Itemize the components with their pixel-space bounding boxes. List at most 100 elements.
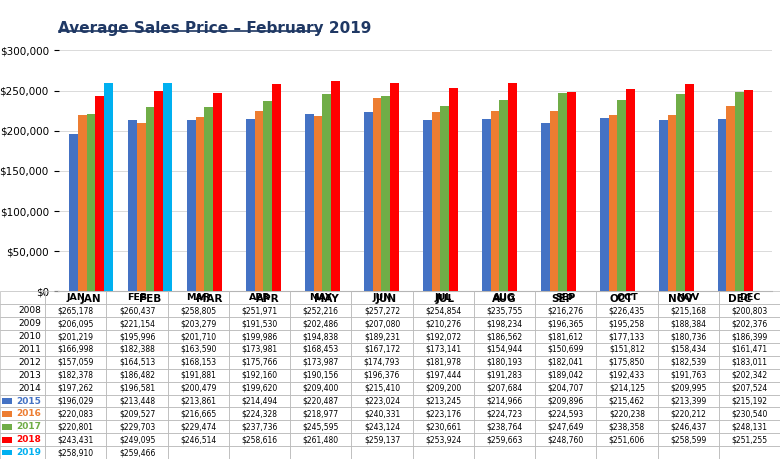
- Text: APR: APR: [249, 293, 271, 302]
- Bar: [106, 356, 168, 369]
- Text: FEB: FEB: [127, 293, 147, 302]
- Bar: [474, 395, 535, 408]
- Text: $206,095: $206,095: [58, 319, 94, 328]
- Bar: [474, 317, 535, 330]
- Bar: [558, 93, 567, 291]
- Bar: [535, 420, 597, 433]
- Bar: [535, 395, 597, 408]
- Text: $192,160: $192,160: [242, 371, 278, 380]
- Text: $258,599: $258,599: [670, 435, 706, 444]
- Bar: [136, 123, 146, 291]
- Text: 2016: 2016: [16, 409, 41, 419]
- Text: $161,471: $161,471: [732, 345, 768, 354]
- Text: $191,763: $191,763: [670, 371, 706, 380]
- Text: $214,494: $214,494: [242, 397, 278, 405]
- Text: OCT: OCT: [616, 293, 638, 302]
- Bar: [736, 92, 744, 291]
- Bar: [351, 304, 413, 317]
- Text: $189,042: $189,042: [548, 371, 583, 380]
- Text: 2011: 2011: [19, 345, 41, 354]
- Bar: [0, 291, 45, 304]
- Text: $223,176: $223,176: [425, 409, 461, 419]
- Bar: [45, 356, 106, 369]
- Text: $158,434: $158,434: [670, 345, 706, 354]
- Bar: [676, 94, 685, 291]
- Bar: [658, 420, 719, 433]
- Bar: [186, 120, 196, 291]
- Text: $186,562: $186,562: [487, 332, 523, 341]
- Bar: [45, 433, 106, 446]
- Bar: [229, 369, 290, 382]
- Text: $154,944: $154,944: [486, 345, 523, 354]
- Bar: [2, 411, 12, 417]
- Bar: [229, 408, 290, 420]
- Text: $182,378: $182,378: [58, 371, 94, 380]
- Bar: [719, 330, 780, 343]
- Text: $197,262: $197,262: [58, 384, 94, 392]
- Bar: [413, 356, 474, 369]
- Text: $175,766: $175,766: [241, 358, 278, 367]
- Text: $150,699: $150,699: [548, 345, 584, 354]
- Text: $224,328: $224,328: [242, 409, 278, 419]
- Bar: [474, 408, 535, 420]
- Bar: [229, 420, 290, 433]
- Bar: [413, 420, 474, 433]
- Text: $265,178: $265,178: [58, 306, 94, 315]
- Text: SEP: SEP: [555, 293, 576, 302]
- Bar: [668, 115, 676, 291]
- Text: $167,172: $167,172: [364, 345, 400, 354]
- Bar: [290, 395, 352, 408]
- Bar: [441, 106, 449, 291]
- Bar: [168, 382, 229, 395]
- Text: 2010: 2010: [19, 332, 41, 341]
- Bar: [474, 343, 535, 356]
- Text: $189,231: $189,231: [364, 332, 400, 341]
- Text: $249,095: $249,095: [119, 435, 155, 444]
- Text: $224,723: $224,723: [487, 409, 523, 419]
- Bar: [0, 395, 45, 408]
- Bar: [474, 446, 535, 459]
- Bar: [719, 408, 780, 420]
- Text: JUL: JUL: [434, 293, 452, 302]
- Bar: [596, 356, 658, 369]
- Text: $223,024: $223,024: [364, 397, 400, 405]
- Text: $173,981: $173,981: [242, 345, 278, 354]
- Bar: [596, 446, 658, 459]
- Text: $221,154: $221,154: [119, 319, 155, 328]
- Bar: [600, 118, 608, 291]
- Text: $177,133: $177,133: [609, 332, 645, 341]
- Text: $192,433: $192,433: [609, 371, 645, 380]
- Text: $168,153: $168,153: [180, 358, 216, 367]
- Text: $196,376: $196,376: [363, 371, 400, 380]
- Bar: [168, 446, 229, 459]
- Bar: [550, 111, 558, 291]
- Bar: [0, 356, 45, 369]
- Bar: [431, 112, 441, 291]
- Text: $248,131: $248,131: [732, 422, 768, 431]
- Bar: [0, 369, 45, 382]
- Text: $226,435: $226,435: [609, 306, 645, 315]
- Bar: [229, 382, 290, 395]
- Text: $220,238: $220,238: [609, 409, 645, 419]
- Bar: [87, 114, 95, 291]
- Bar: [168, 420, 229, 433]
- Text: $182,388: $182,388: [119, 345, 155, 354]
- Bar: [128, 120, 136, 291]
- Bar: [596, 395, 658, 408]
- Bar: [413, 382, 474, 395]
- Bar: [229, 433, 290, 446]
- Text: $258,910: $258,910: [58, 448, 94, 457]
- Bar: [0, 408, 45, 420]
- Text: $230,540: $230,540: [731, 409, 768, 419]
- Bar: [45, 408, 106, 420]
- Text: $259,663: $259,663: [486, 435, 523, 444]
- Bar: [264, 101, 272, 291]
- Bar: [105, 84, 113, 291]
- Bar: [290, 433, 352, 446]
- Bar: [168, 317, 229, 330]
- Bar: [413, 433, 474, 446]
- Bar: [658, 356, 719, 369]
- Bar: [45, 304, 106, 317]
- Bar: [658, 433, 719, 446]
- Text: $218,977: $218,977: [303, 409, 339, 419]
